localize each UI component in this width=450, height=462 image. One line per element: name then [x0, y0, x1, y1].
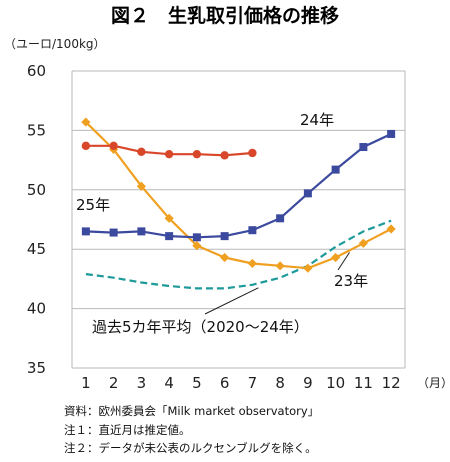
series-label-4: 過去5カ年平均（2020～24年） — [92, 318, 309, 336]
y-tick-label: 60 — [27, 62, 46, 80]
x-tick-label: 1 — [81, 374, 91, 392]
leader-line-avg — [204, 287, 259, 315]
series-1 — [81, 141, 257, 160]
data-point — [136, 181, 146, 191]
x-tick-label: 10 — [326, 374, 345, 392]
grid-lines — [71, 70, 406, 369]
series-3 — [81, 117, 396, 273]
series-line — [85, 219, 392, 290]
data-point — [303, 189, 312, 198]
data-point — [220, 232, 229, 241]
y-tick-label: 40 — [27, 300, 46, 318]
series-2 — [81, 129, 396, 242]
y-axis-unit: （ユーロ/100kg） — [4, 37, 106, 51]
price-chart: 図２ 生乳取引価格の推移 （ユーロ/100kg） （月） 35404550556… — [4, 4, 450, 392]
series-4 — [85, 219, 392, 290]
y-tick-label: 45 — [27, 240, 46, 258]
footnotes: 資料：欧州委員会「Milk market observatory」 注１：直近月… — [64, 402, 319, 458]
x-tick-label: 12 — [382, 374, 401, 392]
x-tick-label: 8 — [275, 374, 285, 392]
data-point — [220, 151, 229, 160]
x-tick-label: 6 — [220, 374, 230, 392]
data-point — [192, 233, 201, 242]
data-point — [248, 148, 257, 158]
x-tick-label: 2 — [109, 374, 119, 392]
x-tick-label: 9 — [303, 374, 313, 392]
y-axis-ticks: 35 40 45 50 55 60 — [27, 62, 46, 377]
data-point — [247, 258, 257, 269]
x-axis-ticks: 1 2 3 4 5 6 7 8 9 10 11 12 — [81, 374, 401, 392]
y-tick-label: 55 — [27, 121, 46, 139]
data-point — [81, 141, 91, 151]
leader-line-23 — [337, 252, 350, 271]
note-source: 資料：欧州委員会「Milk market observatory」 — [64, 404, 320, 418]
data-point — [164, 149, 174, 159]
note-2: 注２：データが未公表のルクセンブルグを除く。 — [64, 441, 317, 455]
data-point — [109, 228, 118, 237]
data-point — [137, 147, 146, 156]
y-tick-label: 50 — [27, 181, 46, 199]
data-point — [303, 263, 313, 273]
x-tick-label: 4 — [164, 374, 174, 392]
x-tick-label: 11 — [354, 374, 373, 392]
data-point — [164, 213, 174, 223]
x-tick-label: 5 — [192, 374, 202, 392]
data-point — [192, 241, 202, 251]
series-lines — [81, 117, 396, 290]
data-point — [137, 227, 146, 236]
note-1: 注１：直近月は推定値。 — [64, 422, 191, 437]
data-point — [386, 224, 396, 234]
chart-title: 図２ 生乳取引価格の推移 — [111, 4, 339, 27]
data-point — [331, 252, 341, 263]
data-point — [165, 232, 174, 241]
data-point — [81, 227, 90, 236]
series-line — [85, 121, 392, 270]
data-point — [220, 252, 230, 263]
data-point — [387, 129, 396, 138]
x-tick-label: 3 — [137, 374, 147, 392]
data-point — [276, 214, 285, 223]
data-point — [275, 261, 285, 271]
data-point — [359, 143, 368, 152]
series-label-2: 24年 — [300, 111, 334, 129]
x-tick-label: 7 — [248, 374, 258, 392]
x-axis-unit: （月） — [417, 376, 450, 390]
series-label-3: 23年 — [334, 272, 368, 290]
y-tick-label: 35 — [27, 359, 46, 377]
data-point — [248, 226, 257, 235]
series-label-1: 25年 — [76, 196, 110, 214]
data-point — [331, 165, 340, 174]
data-point — [192, 149, 202, 159]
series-line — [85, 133, 392, 239]
data-point — [81, 117, 91, 127]
data-point — [109, 141, 118, 151]
data-point — [358, 238, 368, 248]
